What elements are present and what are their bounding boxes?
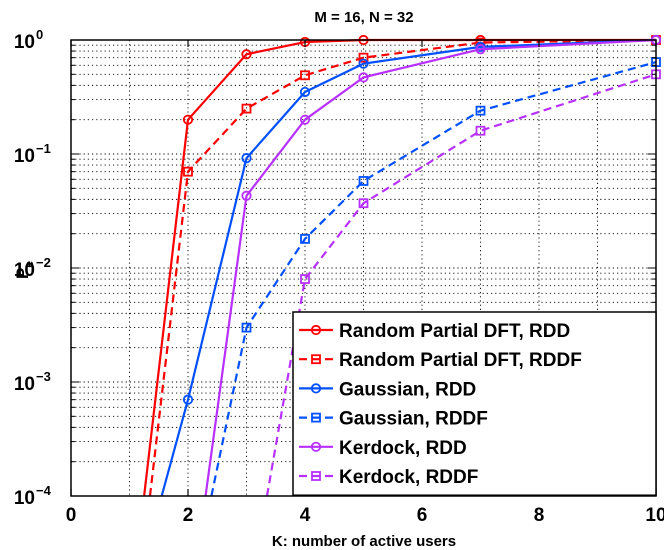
data-point [358,176,369,186]
data-point [358,58,369,69]
data-point [300,274,310,284]
y-tick-label: 10 [14,146,35,167]
legend-label: Gaussian, RDDF [339,409,488,430]
legend-box [292,311,657,496]
data-point [311,412,321,423]
data-point [475,105,486,116]
y-tick-exponent: −3 [36,369,51,384]
x-tick-label: 8 [534,505,545,526]
data-point [299,114,311,125]
y-tick-exponent: 0 [36,27,43,42]
x-tick-label: 4 [300,505,311,526]
y-tick-label: 10 [14,32,35,53]
data-point [182,114,194,125]
data-point [358,72,369,83]
data-point [311,471,321,481]
svg-text:Pe: Pe [13,261,36,279]
y-tick-label: 10 [14,260,35,281]
data-point [311,354,321,365]
y-tick-exponent: −4 [36,483,52,498]
data-point [183,166,193,177]
x-tick-label: 2 [183,505,194,526]
legend-label: Kerdock, RDDF [339,467,478,488]
data-point [310,383,322,394]
y-axis-label-sub: e [22,261,36,268]
legend-entry: Gaussian, RDDF [299,409,488,430]
legend-entry: Kerdock, RDDF [299,467,478,488]
legend-label: Random Partial DFT, RDD [339,321,570,342]
data-point [310,441,322,452]
data-point [310,324,322,336]
data-point [358,198,369,209]
y-tick-label: 10 [14,488,35,509]
x-axis-label: K: number of active users [272,533,456,550]
data-point [241,103,252,114]
legend-label: Random Partial DFT, RDDF [339,350,582,371]
data-point [358,52,369,63]
data-point [475,44,486,55]
series-line [160,38,657,497]
y-tick-exponent: −1 [36,141,51,156]
data-point [241,322,252,333]
legend-entry: Gaussian, RDD [299,379,476,400]
y-axis-label-base: P [13,268,32,279]
legend-entry: Random Partial DFT, RDDF [299,350,582,371]
chart-title: M = 16, N = 32 [314,9,413,26]
legend-entry: Kerdock, RDD [299,438,467,459]
series-line [204,38,657,497]
legend: Random Partial DFT, RDD Random Partial DF… [292,311,657,496]
y-tick-exponent: −2 [36,255,51,270]
legend-entry: Random Partial DFT, RDD [299,321,570,342]
data-point [241,153,252,164]
legend-label: Gaussian, RDD [339,379,476,400]
x-tick-label: 6 [417,505,428,526]
data-point [475,125,486,136]
data-point [299,86,311,98]
x-tick-label: 10 [645,505,664,526]
y-axis-label: Pe [13,261,36,279]
series-5 [204,34,662,497]
data-point [241,49,252,60]
x-tick-label: 0 [66,505,77,526]
data-point [300,233,310,244]
legend-label: Kerdock, RDD [339,438,467,459]
data-point [182,394,194,405]
y-tick-label: 10 [14,374,35,395]
data-point [300,70,310,81]
data-point [241,190,252,201]
series-line [148,38,657,497]
series-line [210,61,657,497]
